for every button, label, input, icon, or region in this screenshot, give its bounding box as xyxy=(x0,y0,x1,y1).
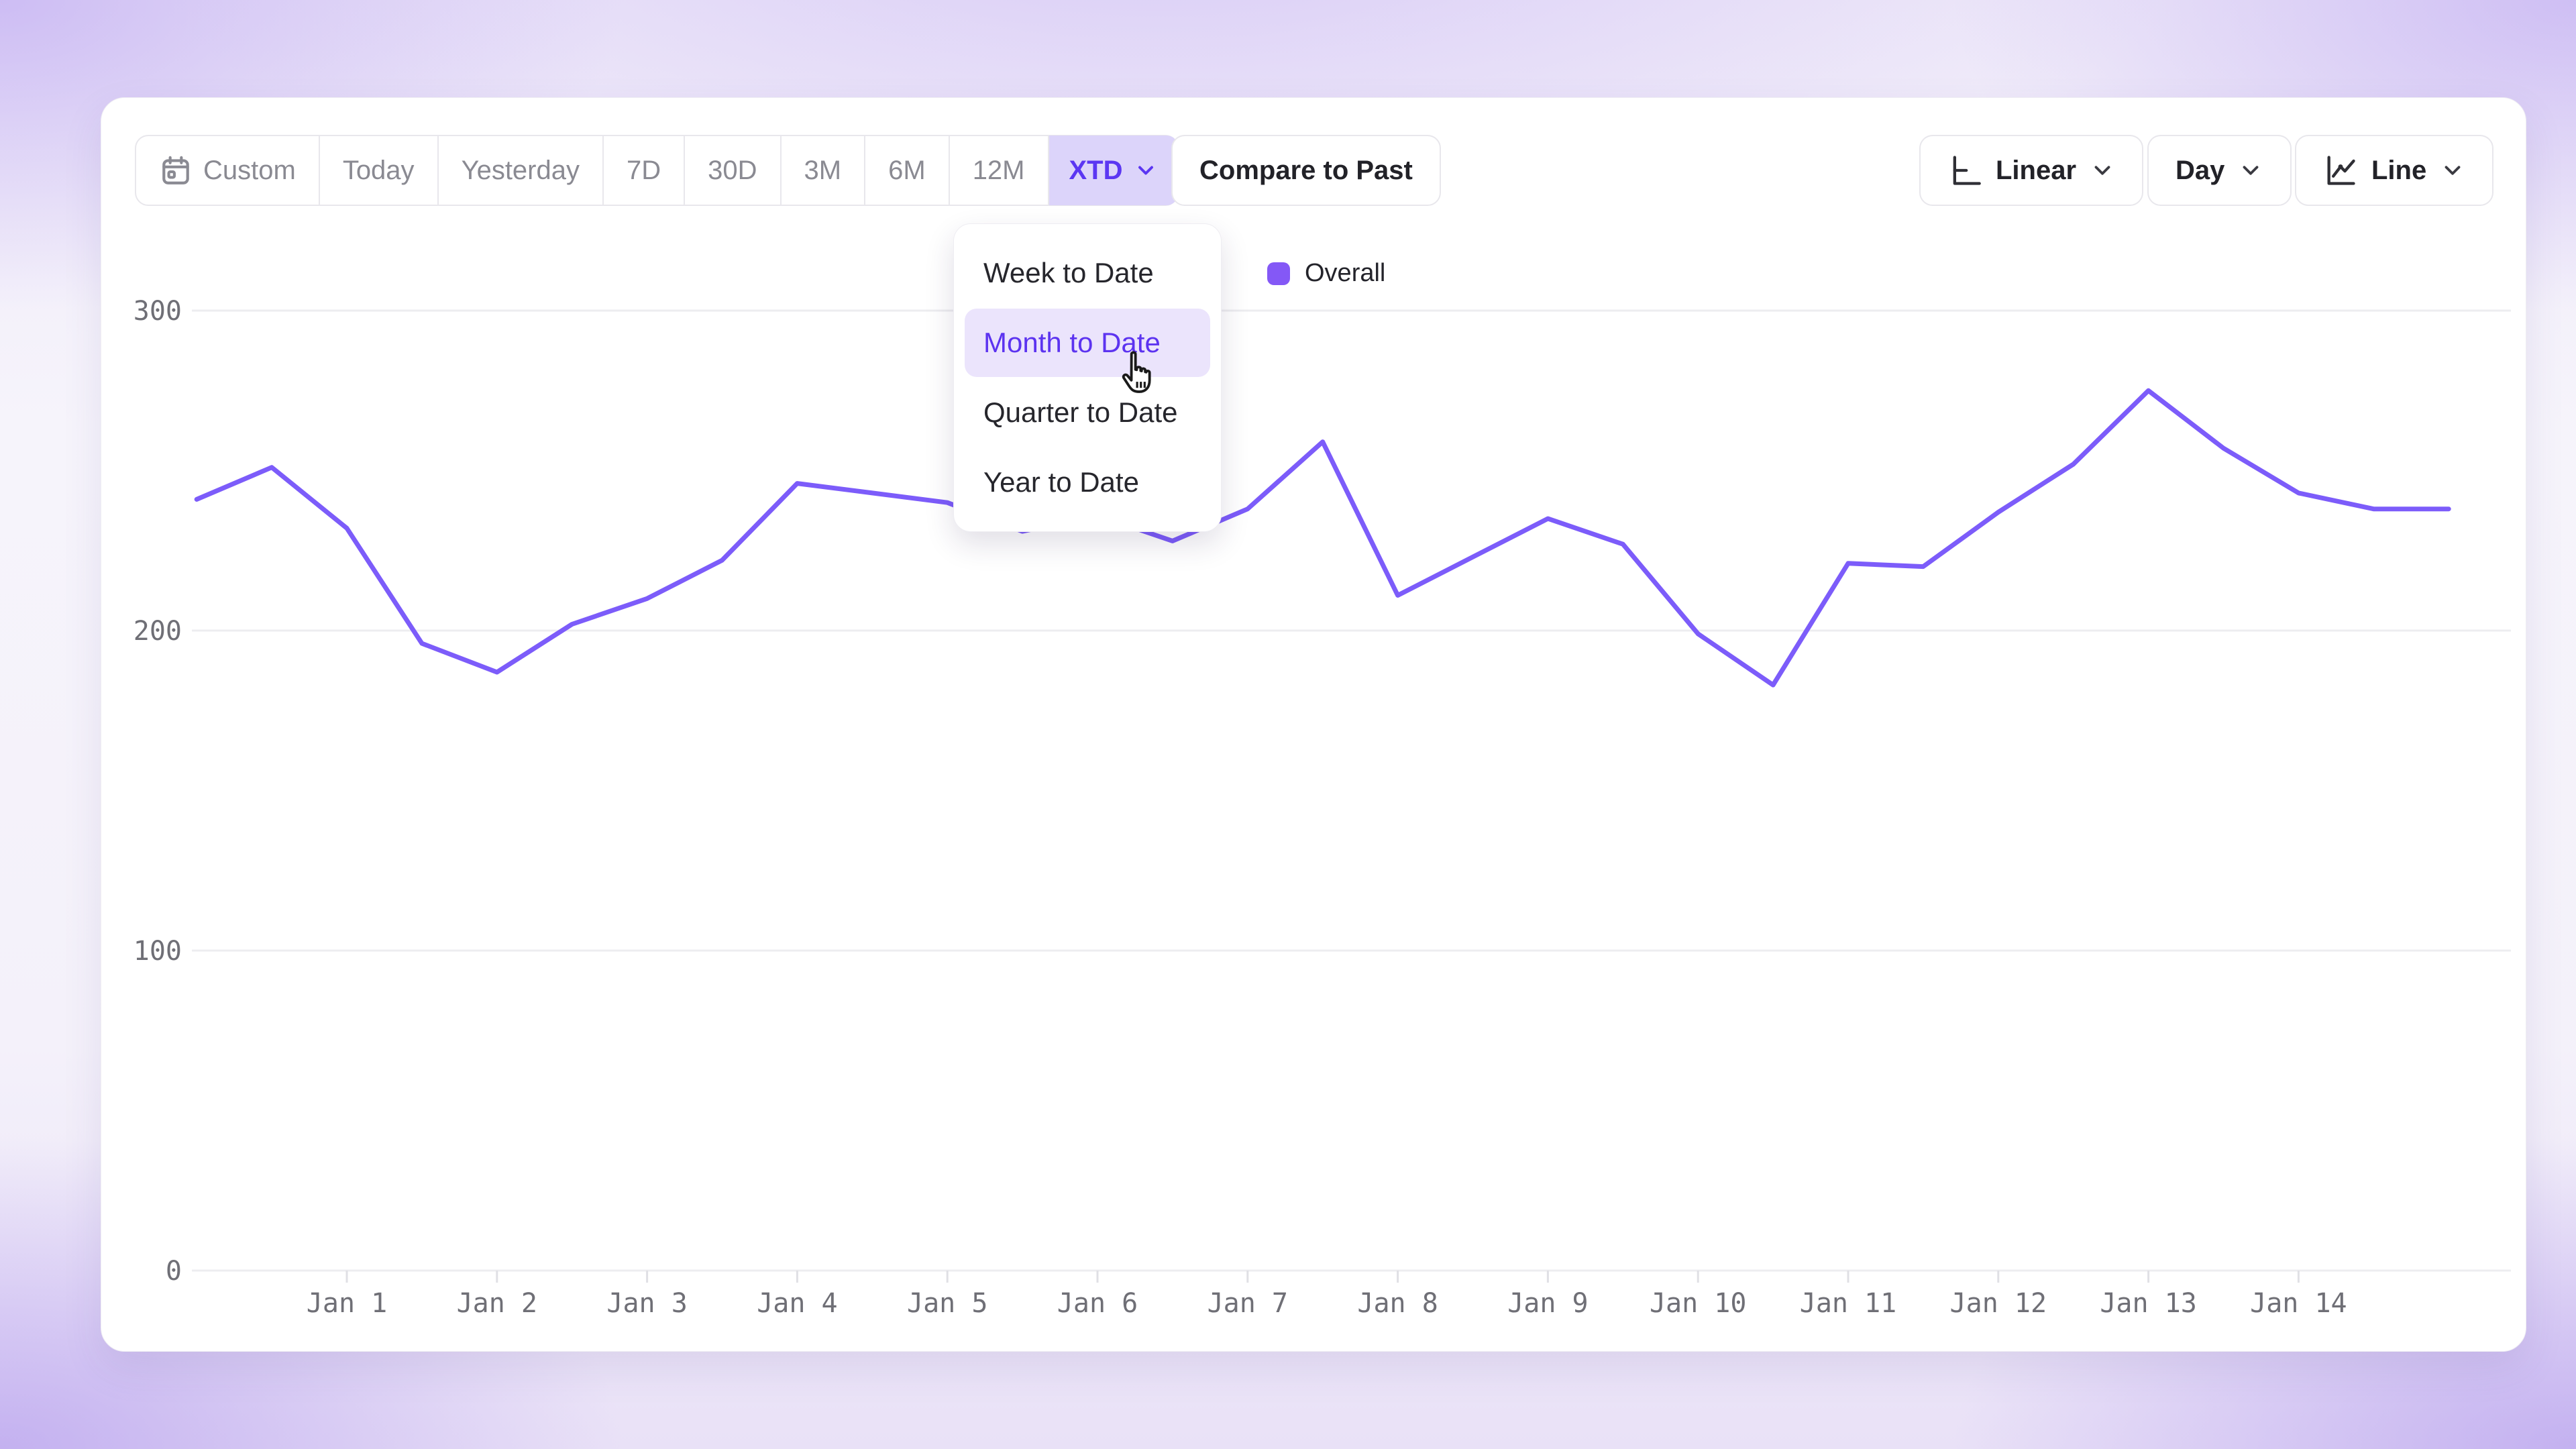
date-range-label: Today xyxy=(342,155,415,185)
date-range-label: 30D xyxy=(708,155,757,185)
x-axis-label-jan-11: Jan 11 xyxy=(1800,1288,1897,1319)
date-range-today[interactable]: Today xyxy=(320,136,439,205)
line-chart-icon xyxy=(2327,156,2355,185)
chevron-down-icon xyxy=(2445,166,2461,175)
menu-item-month-to-date[interactable]: Month to Date xyxy=(965,309,1210,377)
analytics-card: Custom Today Yesterday 7D 30D 3M 6M 12M XTD Comp… xyxy=(101,97,2526,1352)
x-axis-label-jan-13: Jan 13 xyxy=(2100,1288,2197,1319)
x-axis-label-jan-12: Jan 12 xyxy=(1950,1288,2047,1319)
date-range-7d[interactable]: 7D xyxy=(604,136,686,205)
compare-to-past-label: Compare to Past xyxy=(1199,155,1413,185)
series-line-overall xyxy=(194,388,2451,688)
x-axis-label-jan-2: Jan 2 xyxy=(457,1288,537,1319)
legend-swatch-overall xyxy=(1267,262,1290,285)
legend: Overall xyxy=(1267,259,1385,288)
y-axis-tick-300: 300 xyxy=(133,296,182,327)
chevron-down-icon xyxy=(2094,166,2110,175)
line-chart: 0 100 200 300 Jan 1 Jan 2 Jan 3 Jan 4 Jan 5 Jan 6… xyxy=(133,296,2511,1319)
date-range-3m[interactable]: 3M xyxy=(782,136,866,205)
date-range-label: 12M xyxy=(972,155,1025,185)
compare-to-past-button[interactable]: Compare to Past xyxy=(1171,135,1441,206)
date-range-6m[interactable]: 6M xyxy=(865,136,950,205)
x-axis-label-jan-7: Jan 7 xyxy=(1208,1288,1288,1319)
chart-type-label: Line xyxy=(2371,155,2427,185)
date-range-label: Custom xyxy=(203,155,296,185)
scale-dropdown-button[interactable]: Linear xyxy=(1919,135,2144,206)
y-axis-tick-200: 200 xyxy=(133,616,182,647)
date-range-custom[interactable]: Custom xyxy=(136,136,320,205)
date-range-label: XTD xyxy=(1069,155,1123,185)
x-axis-label-jan-6: Jan 6 xyxy=(1057,1288,1138,1319)
granularity-dropdown-button[interactable]: Day xyxy=(2147,135,2292,206)
menu-item-year-to-date[interactable]: Year to Date xyxy=(983,466,1139,498)
date-range-yesterday[interactable]: Yesterday xyxy=(439,136,604,205)
menu-item-week-to-date[interactable]: Week to Date xyxy=(983,257,1154,288)
x-axis-label-jan-3: Jan 3 xyxy=(606,1288,687,1319)
date-range-segmented-control: Custom Today Yesterday 7D 30D 3M 6M 12M XTD xyxy=(135,135,1179,206)
date-range-30d[interactable]: 30D xyxy=(685,136,782,205)
x-axis-label-jan-9: Jan 9 xyxy=(1507,1288,1588,1319)
x-axis-label-jan-8: Jan 8 xyxy=(1357,1288,1438,1319)
date-range-label: 6M xyxy=(888,155,926,185)
y-axis-tick-100: 100 xyxy=(133,936,182,967)
xtd-dropdown-menu: Week to Date Month to Date Quarter to Date… xyxy=(953,223,1222,532)
x-axis-label-jan-14: Jan 14 xyxy=(2250,1288,2347,1319)
date-range-12m[interactable]: 12M xyxy=(950,136,1049,205)
linear-axis-icon xyxy=(1953,156,1981,185)
granularity-label: Day xyxy=(2176,155,2225,185)
scale-label: Linear xyxy=(1996,155,2077,185)
chart-type-dropdown-button[interactable]: Line xyxy=(2295,135,2494,206)
chevron-down-icon xyxy=(2243,166,2259,175)
x-axis-label-jan-5: Jan 5 xyxy=(907,1288,987,1319)
menu-item-quarter-to-date[interactable]: Quarter to Date xyxy=(983,396,1178,428)
legend-label-overall: Overall xyxy=(1305,259,1386,287)
x-axis-label-jan-10: Jan 10 xyxy=(1650,1288,1747,1319)
x-axis-label-jan-1: Jan 1 xyxy=(307,1288,387,1319)
calendar-icon xyxy=(162,156,189,184)
date-range-xtd[interactable]: XTD xyxy=(1049,136,1178,205)
date-range-label: 7D xyxy=(627,155,661,185)
x-axis-label-jan-4: Jan 4 xyxy=(757,1288,837,1319)
date-range-label: Yesterday xyxy=(461,155,580,185)
chevron-down-icon xyxy=(1138,166,1153,175)
date-range-label: 3M xyxy=(804,155,842,185)
y-axis-tick-0: 0 xyxy=(166,1256,182,1287)
